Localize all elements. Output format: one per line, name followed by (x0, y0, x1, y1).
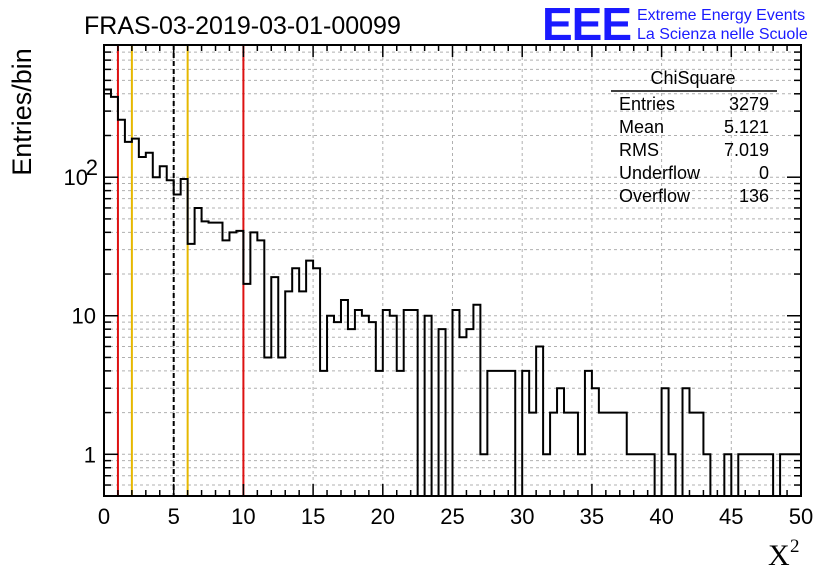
x-tick-label: 20 (371, 504, 395, 529)
x-tick-label: 30 (510, 504, 534, 529)
eee-logo: EEE Extreme Energy Events La Scienza nel… (542, 0, 808, 50)
histogram-outline (104, 88, 801, 497)
chart-title: FRAS-03-2019-03-01-00099 (84, 12, 401, 40)
x-tick-label: 40 (649, 504, 673, 529)
stats-rows: Entries 3279 Mean 5.121 RMS 7.019 Underflow 0 Ov… (619, 94, 769, 206)
x-tick-label: 10 (231, 504, 255, 529)
x-tick-label: 25 (440, 504, 464, 529)
stats-row-label: Entries (619, 94, 675, 114)
y-tick-label-superscript: 2 (86, 155, 98, 180)
stats-title: ChiSquare (650, 68, 735, 88)
y-tick-label: 10 (72, 304, 96, 329)
x-tick-label: 45 (719, 504, 743, 529)
x-tick-label: 0 (98, 504, 110, 529)
y-tick-label: 1 (84, 442, 96, 467)
y-axis-label: Entries/bin (7, 48, 37, 176)
stats-row-label: Mean (619, 117, 664, 137)
stats-box: ChiSquare Entries 3279 Mean 5.121 RMS 7.019 Un… (611, 68, 777, 206)
stats-row-value: 136 (739, 186, 769, 206)
stats-row-value: 5.121 (724, 117, 769, 137)
stats-row-label: Underflow (619, 163, 701, 183)
reference-lines (116, 45, 245, 496)
stats-row-label: RMS (619, 140, 659, 160)
logo-mark: EEE (542, 0, 631, 50)
logo-line-2: La Scienza nelle Scuole (637, 26, 808, 43)
x-axis-label: X (768, 539, 790, 572)
stats-row-value: 7.019 (724, 140, 769, 160)
histogram-series (104, 88, 801, 497)
x-tick-label: 5 (168, 504, 180, 529)
stats-row-value: 3279 (729, 94, 769, 114)
logo-line-1: Extreme Energy Events (637, 7, 805, 24)
x-tick-label: 15 (301, 504, 325, 529)
y-tick-label: 10 (64, 165, 88, 190)
x-tick-label: 35 (580, 504, 604, 529)
x-axis-label-group: X 2 (768, 536, 800, 572)
stats-row-value: 0 (759, 163, 769, 183)
x-axis-label-superscript: 2 (790, 536, 800, 557)
x-tick-label: 50 (789, 504, 813, 529)
stats-row-label: Overflow (619, 186, 691, 206)
